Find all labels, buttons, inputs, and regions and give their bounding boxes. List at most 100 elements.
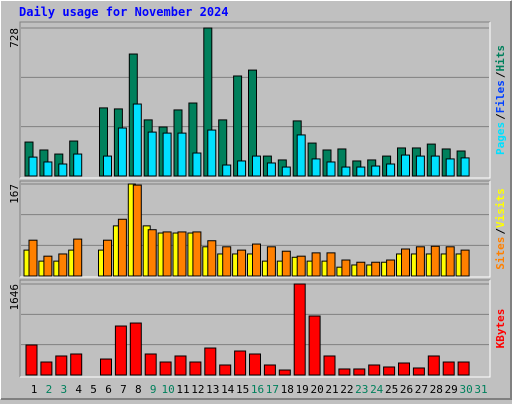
panel-edge [19,21,490,178]
bar [415,246,425,277]
bar [55,355,68,376]
bar [326,252,336,277]
bar [457,361,470,376]
bar [177,231,187,277]
legend: KBytes [494,309,507,349]
panel-edge [20,22,491,179]
bar [401,248,410,277]
bar [147,131,157,177]
y-tick-label: 728 [8,28,21,48]
bar [222,246,232,277]
bar [132,184,142,277]
x-tick-label: 25 [385,383,398,396]
bar [234,350,247,376]
bar [266,162,276,177]
bar [40,361,53,376]
bar [445,158,455,177]
x-tick-label: 29 [445,383,458,396]
legend-entry: Visits [494,188,507,228]
panel-edge [19,279,490,377]
bar [58,253,68,277]
bar [252,155,261,177]
bar [398,362,410,376]
x-tick-label: 14 [221,383,235,396]
bar [114,325,127,376]
x-tick-label: 18 [281,383,294,396]
bar [412,367,425,376]
bar [460,249,470,277]
x-tick-label: 5 [90,383,97,396]
x-tick-label: 22 [340,383,353,396]
bar [281,166,291,177]
bar [326,161,336,177]
bar [144,353,157,376]
x-tick-label: 9 [150,383,157,396]
bar [162,231,172,277]
bar [219,364,232,376]
bar [207,129,217,177]
bar [189,361,202,376]
bar [192,231,202,277]
legend-entry: Files [494,80,507,113]
bar [237,160,247,177]
bar [338,368,351,376]
bar [323,355,336,376]
x-tick-label: 15 [236,383,249,396]
legend-separator: / [494,71,507,78]
bar [117,127,127,177]
bar [100,358,112,376]
bar [386,163,396,177]
bar [147,229,157,277]
x-tick-label: 6 [105,383,112,396]
bar [207,240,217,277]
bar [356,166,366,177]
legend: Pages/Files/Hits [494,45,507,155]
bar [371,261,381,277]
bar [28,156,38,177]
bar [263,364,276,376]
x-tick-label: 23 [355,383,368,396]
bar [311,158,321,177]
bar [430,245,440,277]
bar [266,246,276,277]
x-tick-label: 19 [296,383,309,396]
x-tick-label: 2 [46,383,53,396]
bar [159,361,172,376]
bar [368,364,381,376]
bar [341,166,351,177]
bar [204,347,217,376]
x-tick-label: 7 [120,383,127,396]
x-tick-label: 21 [325,383,338,396]
y-tick-label: 1646 [8,284,21,311]
y-tick-label: 167 [8,184,21,204]
panel-edge [19,180,490,277]
bar [383,366,396,376]
bar [353,368,366,376]
bar [430,155,440,177]
bar [442,361,455,376]
x-tick-label: 8 [135,383,142,396]
x-tick-label: 11 [176,383,189,396]
bar [311,252,321,277]
bar [401,154,410,177]
bar [58,163,68,177]
bar [70,353,83,376]
legend-entry: Pages [494,122,507,155]
bar [281,250,291,277]
bar [177,132,187,177]
x-tick-label: 20 [310,383,323,396]
bar [386,259,396,277]
bar [237,249,247,277]
bar [129,322,142,376]
bar [174,355,187,376]
x-tick-label: 24 [370,383,384,396]
bar [43,161,53,177]
bar [415,155,425,177]
x-tick-label: 13 [206,383,219,396]
bar [43,255,53,277]
bar [296,255,306,277]
x-tick-label: 26 [400,383,413,396]
bar [249,353,261,376]
